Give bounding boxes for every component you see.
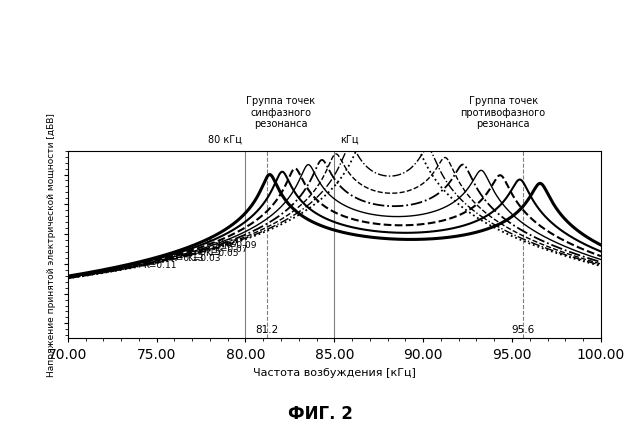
X-axis label: Частота возбуждения [кГц]: Частота возбуждения [кГц] — [253, 367, 416, 377]
Text: ФИГ. 2: ФИГ. 2 — [287, 404, 353, 422]
Text: K=0.13: K=0.13 — [170, 253, 204, 263]
Text: кГц: кГц — [340, 134, 358, 144]
Text: 80 кГц: 80 кГц — [208, 134, 242, 144]
Text: K=0.15: K=0.15 — [188, 247, 221, 256]
Text: K=0.09: K=0.09 — [223, 241, 257, 250]
Text: K=0.11: K=0.11 — [143, 261, 177, 270]
Text: K=0.17: K=0.17 — [205, 238, 239, 247]
Y-axis label: Напряжение принятой электрической мощности [дБВ]: Напряжение принятой электрической мощнос… — [47, 113, 56, 377]
Text: K=0.03: K=0.03 — [188, 253, 221, 262]
Text: K=0.05: K=0.05 — [205, 248, 239, 257]
Text: Группа точек
синфазного
резонанса: Группа точек синфазного резонанса — [246, 96, 316, 129]
Text: K=0.07: K=0.07 — [214, 245, 248, 254]
Text: 81.2: 81.2 — [255, 324, 278, 334]
Text: Группа точек
противофазного
резонанса: Группа точек противофазного резонанса — [461, 96, 546, 129]
Text: 95.6: 95.6 — [511, 324, 534, 334]
